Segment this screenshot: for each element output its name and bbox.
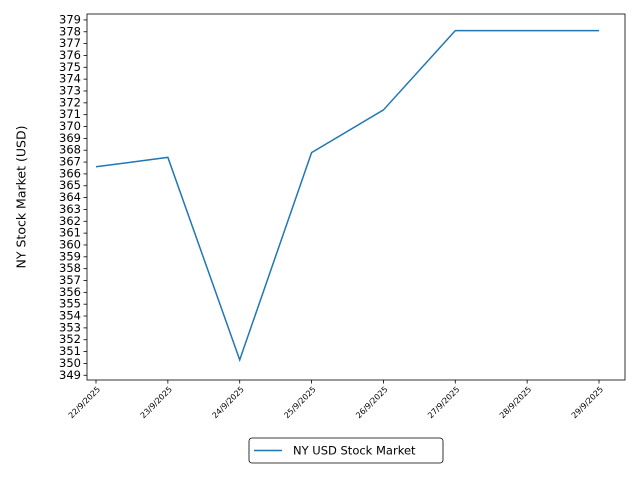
y-tick-label: 350 bbox=[59, 356, 81, 370]
y-tick-label: 352 bbox=[59, 332, 81, 346]
y-tick-label: 378 bbox=[59, 24, 81, 38]
y-tick-label: 369 bbox=[59, 131, 81, 145]
y-tick-label: 362 bbox=[59, 214, 81, 228]
y-tick-label: 353 bbox=[59, 320, 81, 334]
y-tick-label: 373 bbox=[59, 83, 81, 97]
y-tick-label: 357 bbox=[59, 273, 81, 287]
y-tick-label: 379 bbox=[59, 12, 81, 26]
y-tick-label: 374 bbox=[59, 72, 81, 86]
y-tick-label: 368 bbox=[59, 143, 81, 157]
x-tick-label: 29/9/2025 bbox=[570, 385, 605, 420]
x-tick-label: 23/9/2025 bbox=[139, 385, 174, 420]
y-tick-label: 377 bbox=[59, 36, 81, 50]
y-tick-label: 372 bbox=[59, 95, 81, 109]
y-tick-label: 366 bbox=[59, 166, 81, 180]
legend-box bbox=[248, 437, 444, 464]
y-axis-label: NY Stock Market (USD) bbox=[14, 126, 29, 269]
y-tick-label: 354 bbox=[59, 309, 81, 323]
data-line bbox=[95, 29, 599, 363]
y-tick-label: 349 bbox=[59, 368, 81, 382]
y-tick-label: 355 bbox=[59, 297, 81, 311]
legend-label: NY USD Stock Market bbox=[293, 444, 416, 458]
x-tick-label: 25/9/2025 bbox=[282, 385, 317, 420]
y-tick-label: 360 bbox=[59, 237, 81, 251]
y-tick-label: 371 bbox=[59, 107, 81, 121]
y-tick-label: 358 bbox=[59, 261, 81, 275]
x-tick-label: 24/9/2025 bbox=[211, 385, 246, 420]
y-tick-label: 376 bbox=[59, 48, 81, 62]
y-tick-label: 365 bbox=[59, 178, 81, 192]
x-tick-label: 27/9/2025 bbox=[426, 385, 461, 420]
plot-frame bbox=[86, 13, 626, 381]
y-tick-label: 364 bbox=[59, 190, 81, 204]
y-tick-label: 359 bbox=[59, 249, 81, 263]
y-tick-label: 367 bbox=[59, 155, 81, 169]
y-tick-label: 356 bbox=[59, 285, 81, 299]
y-tick-label: 361 bbox=[59, 226, 81, 240]
y-tick-label: 370 bbox=[59, 119, 81, 133]
x-tick-label: 28/9/2025 bbox=[498, 385, 533, 420]
y-tick-label: 351 bbox=[59, 344, 81, 358]
y-tick-label: 375 bbox=[59, 60, 81, 74]
x-tick-label: 22/9/2025 bbox=[67, 385, 102, 420]
y-tick-label: 363 bbox=[59, 202, 81, 216]
x-tick-label: 26/9/2025 bbox=[354, 385, 389, 420]
